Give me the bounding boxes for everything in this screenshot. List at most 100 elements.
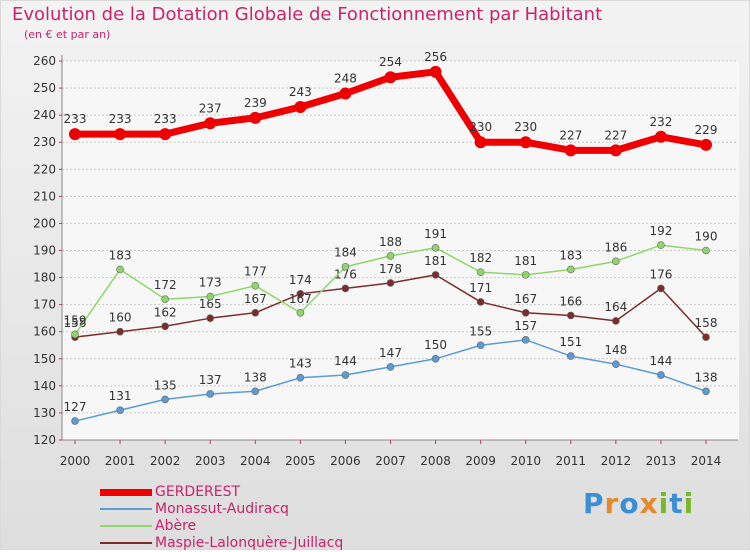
- y-tick-label: 230: [33, 135, 56, 149]
- x-tick-label: 2011: [556, 454, 587, 468]
- x-tick-label: 2005: [285, 454, 316, 468]
- legend-swatch: [100, 525, 152, 527]
- data-label: 138: [244, 370, 267, 384]
- data-point: [612, 317, 620, 325]
- data-point: [71, 417, 79, 425]
- brand-letter: r: [604, 487, 620, 520]
- data-point: [612, 257, 620, 266]
- y-tick-label: 240: [33, 108, 56, 122]
- data-label: 188: [379, 235, 402, 249]
- data-label: 151: [559, 335, 582, 349]
- data-label: 230: [514, 120, 537, 134]
- data-label: 190: [695, 230, 718, 244]
- brand-letter: o: [619, 487, 640, 520]
- y-tick-label: 170: [33, 298, 56, 312]
- data-label: 232: [649, 115, 672, 129]
- data-point: [702, 333, 710, 341]
- data-label: 181: [424, 254, 447, 268]
- data-point: [702, 387, 710, 396]
- data-label: 233: [109, 112, 132, 126]
- brand-letter: i: [683, 487, 695, 520]
- brand-letter: t: [669, 487, 684, 520]
- data-label: 164: [604, 300, 627, 314]
- x-tick-label: 2012: [601, 454, 632, 468]
- data-label: 182: [469, 251, 492, 265]
- data-label: 135: [154, 378, 177, 392]
- data-point: [657, 241, 665, 249]
- data-label: 181: [514, 254, 537, 268]
- data-label: 233: [154, 112, 177, 126]
- data-point: [386, 252, 395, 260]
- data-point: [521, 336, 530, 344]
- data-label: 157: [514, 319, 537, 333]
- y-tick-label: 150: [33, 352, 56, 366]
- data-label: 144: [649, 354, 672, 368]
- data-point: [566, 265, 575, 274]
- data-label: 191: [424, 227, 447, 241]
- data-point: [116, 327, 124, 336]
- data-point: [700, 138, 712, 151]
- data-label: 167: [514, 292, 537, 306]
- y-tick-label: 180: [33, 271, 56, 285]
- data-label: 144: [334, 354, 357, 368]
- data-point: [71, 330, 79, 339]
- data-label: 230: [469, 120, 492, 134]
- x-tick-label: 2001: [105, 454, 136, 468]
- data-point: [296, 290, 305, 298]
- brand-logo: Proxiti: [583, 487, 694, 520]
- data-label: 137: [199, 373, 222, 387]
- data-point: [294, 101, 307, 114]
- data-label: 176: [334, 267, 357, 281]
- data-point: [476, 341, 485, 350]
- data-point: [206, 314, 215, 322]
- data-point: [657, 371, 665, 379]
- x-tick-label: 2003: [195, 454, 226, 468]
- data-label: 160: [109, 311, 132, 325]
- data-point: [116, 265, 124, 274]
- y-tick-label: 190: [33, 244, 56, 258]
- data-label: 243: [289, 85, 312, 99]
- data-point: [114, 128, 127, 141]
- data-point: [296, 373, 305, 382]
- data-point: [341, 262, 350, 271]
- data-point: [476, 298, 485, 306]
- data-point: [657, 284, 665, 293]
- data-label: 143: [289, 357, 312, 371]
- data-label: 166: [559, 294, 582, 308]
- data-point: [474, 136, 487, 149]
- y-tick-label: 210: [33, 189, 56, 203]
- y-tick-label: 130: [33, 406, 56, 420]
- y-tick-label: 260: [33, 54, 56, 68]
- data-label: 237: [199, 101, 222, 115]
- data-point: [251, 387, 260, 396]
- x-tick-label: 2004: [240, 454, 271, 468]
- data-label: 147: [379, 346, 402, 360]
- data-point: [161, 395, 169, 404]
- data-point: [341, 284, 350, 293]
- data-point: [161, 295, 169, 304]
- data-label: 131: [109, 389, 132, 403]
- data-point: [431, 354, 440, 363]
- data-point: [251, 308, 260, 317]
- data-label: 172: [154, 278, 177, 292]
- data-label: 177: [244, 265, 267, 279]
- data-label: 233: [64, 112, 87, 126]
- data-point: [564, 144, 577, 157]
- data-point: [431, 271, 440, 279]
- y-tick-label: 250: [33, 81, 56, 95]
- y-tick-label: 220: [33, 162, 56, 176]
- data-label: 254: [379, 55, 402, 69]
- data-point: [566, 352, 575, 360]
- data-label: 127: [64, 400, 87, 414]
- data-label: 162: [154, 305, 177, 319]
- x-tick-label: 2008: [420, 454, 451, 468]
- x-tick-label: 2002: [150, 454, 181, 468]
- data-point: [431, 243, 440, 252]
- data-label: 148: [604, 343, 627, 357]
- data-label: 178: [379, 262, 402, 276]
- legend-label: Abère: [155, 518, 197, 534]
- data-point: [69, 128, 81, 141]
- data-label: 159: [64, 313, 87, 327]
- data-label: 192: [649, 224, 672, 238]
- x-tick-label: 2010: [510, 454, 541, 468]
